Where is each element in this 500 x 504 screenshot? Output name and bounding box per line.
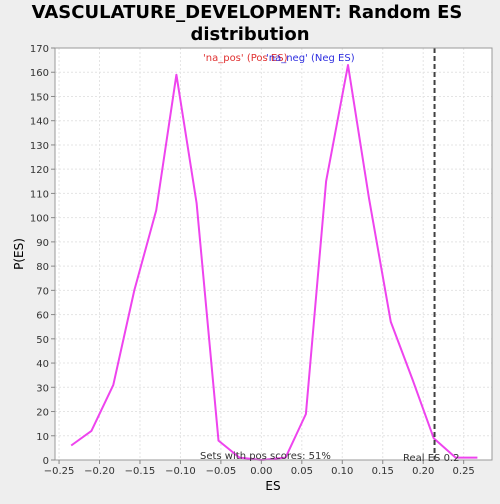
x-tick-label: −0.15 <box>125 466 156 477</box>
x-axis-label: ES <box>265 479 280 493</box>
y-tick-label: 110 <box>30 189 49 200</box>
series-group <box>70 64 478 461</box>
x-tick-label: 0.10 <box>331 466 353 477</box>
y-tick-label: 50 <box>36 335 49 346</box>
x-tick-label: 0.20 <box>412 466 434 477</box>
legend-neg-label: 'na_neg' (Neg ES) <box>266 53 355 64</box>
y-tick-label: 0 <box>43 456 49 467</box>
y-axis-ticks: 0 10 20 30 40 50 60 70 80 90 100 110 120 130 140 150 160… <box>30 44 55 467</box>
y-tick-label: 100 <box>30 214 49 225</box>
y-tick-label: 130 <box>30 141 49 152</box>
y-tick-label: 60 <box>36 311 49 322</box>
x-tick-label: 0.25 <box>453 466 475 477</box>
x-tick-label: −0.25 <box>44 466 75 477</box>
y-tick-label: 90 <box>36 238 49 249</box>
x-tick-label: 0.00 <box>250 466 272 477</box>
plot-border <box>54 47 493 461</box>
x-tick-label: 0.15 <box>372 466 394 477</box>
grid-lines <box>55 47 492 461</box>
chart-title-line-2: distribution <box>190 24 309 45</box>
y-tick-label: 40 <box>36 359 49 370</box>
y-tick-label: 120 <box>30 165 49 176</box>
y-tick-label: 80 <box>36 262 49 273</box>
x-tick-label: −0.05 <box>206 466 237 477</box>
y-tick-label: 160 <box>30 68 49 79</box>
y-axis-label: P(ES) <box>12 238 26 270</box>
y-tick-label: 140 <box>30 117 49 128</box>
x-tick-label: 0.05 <box>291 466 313 477</box>
chart-title-line-1: VASCULATURE_DEVELOPMENT: Random ES <box>32 2 463 23</box>
legend-pos-label: 'na_pos' (Pos ES) <box>203 53 288 64</box>
plot-area <box>55 48 492 460</box>
x-tick-label: −0.20 <box>84 466 115 477</box>
real-es-label: Real ES 0.2 <box>403 453 459 464</box>
pos-scores-annotation: Sets with pos scores: 51% <box>200 451 331 462</box>
axes <box>54 47 493 461</box>
y-tick-label: 150 <box>30 92 49 103</box>
y-tick-label: 170 <box>30 44 49 55</box>
es-distribution-line <box>70 64 478 461</box>
y-tick-label: 10 <box>36 432 49 443</box>
x-axis-ticks: −0.25 −0.20 −0.15 −0.10 −0.05 0.00 0.05 0.10 0.1… <box>44 460 475 477</box>
x-tick-label: −0.10 <box>165 466 196 477</box>
y-tick-label: 70 <box>36 286 49 297</box>
y-tick-label: 30 <box>36 383 49 394</box>
y-tick-label: 20 <box>36 408 49 419</box>
